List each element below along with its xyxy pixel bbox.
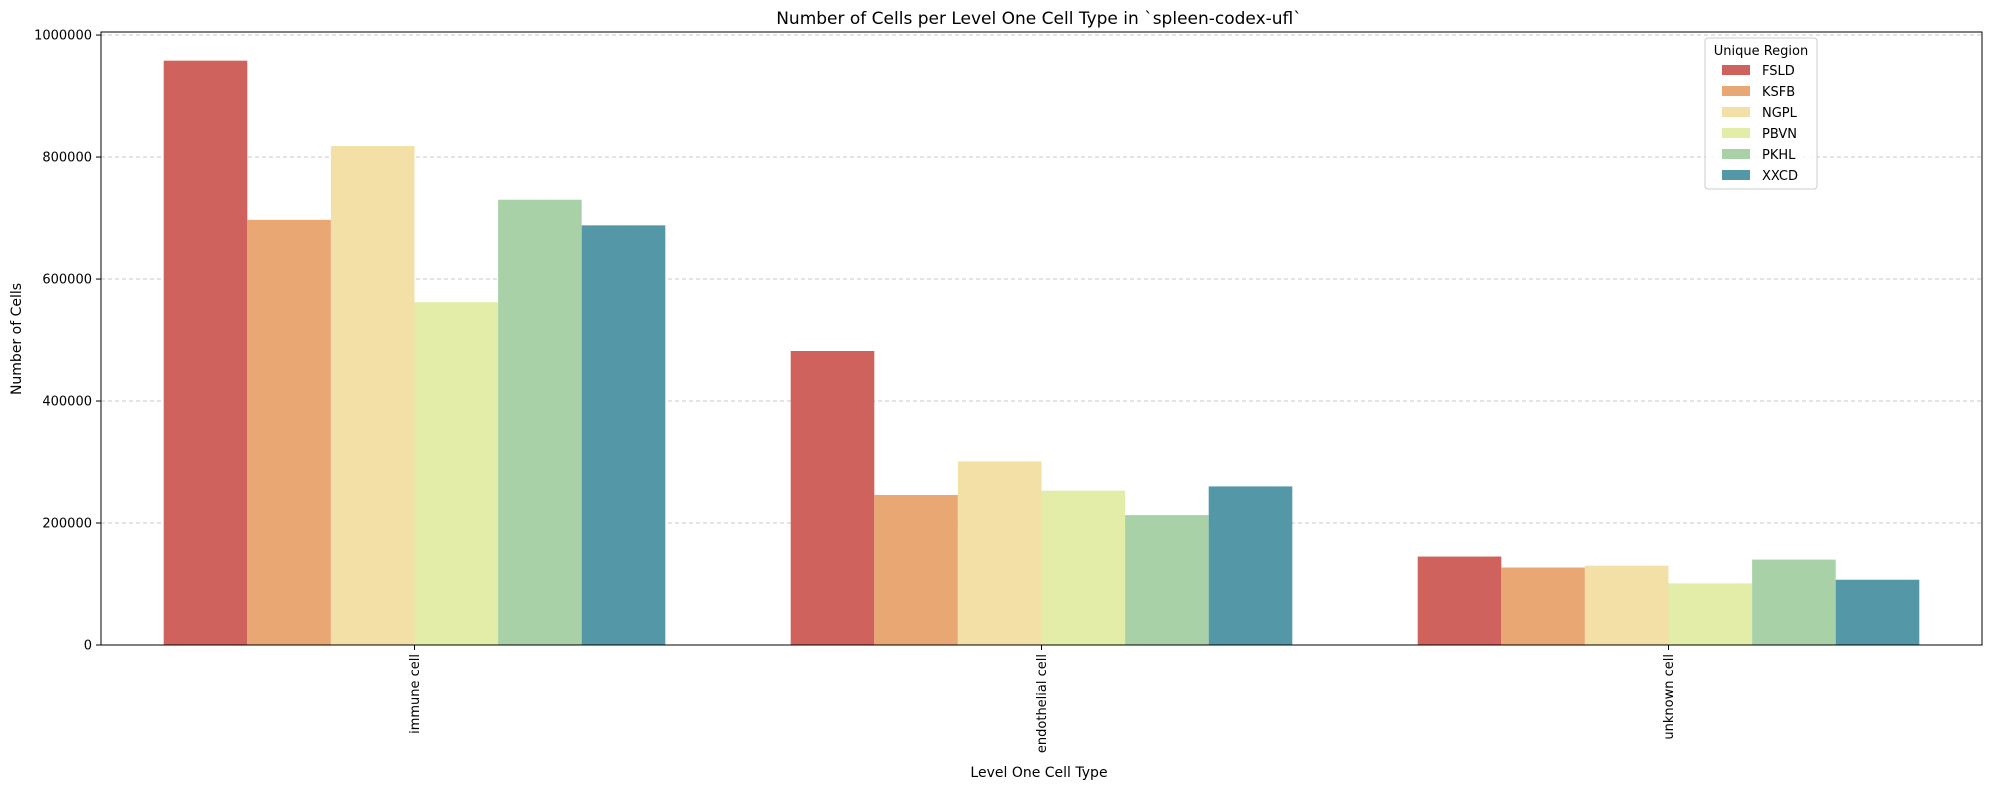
bar — [1208, 486, 1293, 645]
legend-label: FSLD — [1762, 64, 1795, 79]
bar — [581, 225, 666, 645]
legend-swatch — [1722, 170, 1750, 180]
legend-swatch — [1722, 86, 1750, 96]
y-tick-label: 600000 — [42, 273, 92, 288]
x-axis-title: Level One Cell Type — [970, 765, 1107, 781]
legend-title: Unique Region — [1714, 44, 1809, 59]
legend-box — [1704, 37, 1818, 190]
bar — [247, 219, 331, 645]
legend-label: NGPL — [1762, 106, 1798, 121]
x-axis: immune cell endothelial cell unknown cell — [408, 645, 1677, 753]
chart-title: Number of Cells per Level One Cell Type … — [776, 9, 1302, 29]
legend-label: KSFB — [1762, 85, 1795, 100]
bar — [1584, 565, 1669, 645]
y-axis: 0 200000 400000 600000 800000 1000000 — [34, 29, 101, 654]
bar — [957, 461, 1042, 645]
x-tick-label: unknown cell — [1662, 654, 1677, 740]
legend-items: FSLD KSFB NGPL PBVN PKHL XXCD — [1722, 64, 1798, 184]
legend-swatch — [1722, 65, 1750, 75]
bar — [330, 146, 415, 645]
y-tick-label: 400000 — [42, 395, 92, 410]
bar — [1668, 583, 1753, 645]
legend: Unique Region FSLD KSFB NGPL PBVN PKHL XXCD — [1704, 37, 1818, 190]
legend-swatch — [1722, 128, 1750, 138]
bar — [790, 351, 875, 645]
y-tick-label: 1000000 — [34, 29, 92, 44]
y-tick-label: 800000 — [42, 151, 92, 166]
bar — [1041, 490, 1126, 645]
bar — [1501, 567, 1585, 645]
legend-label: PBVN — [1762, 127, 1797, 142]
bars — [163, 60, 1920, 645]
y-axis-title: Number of Cells — [9, 283, 25, 395]
bar — [414, 302, 499, 645]
x-tick-label: endothelial cell — [1035, 654, 1050, 753]
bar — [1835, 579, 1920, 645]
bar — [874, 494, 958, 645]
legend-swatch — [1722, 107, 1750, 117]
legend-swatch — [1722, 149, 1750, 159]
bar — [1125, 515, 1209, 645]
bar — [1752, 559, 1836, 645]
legend-label: XXCD — [1762, 169, 1798, 184]
legend-label: PKHL — [1762, 148, 1796, 163]
bar — [498, 199, 582, 645]
x-tick-label: immune cell — [408, 654, 423, 734]
y-tick-label: 0 — [84, 639, 92, 654]
y-tick-label: 200000 — [42, 517, 92, 532]
bar — [163, 60, 248, 645]
bar — [1417, 556, 1502, 645]
